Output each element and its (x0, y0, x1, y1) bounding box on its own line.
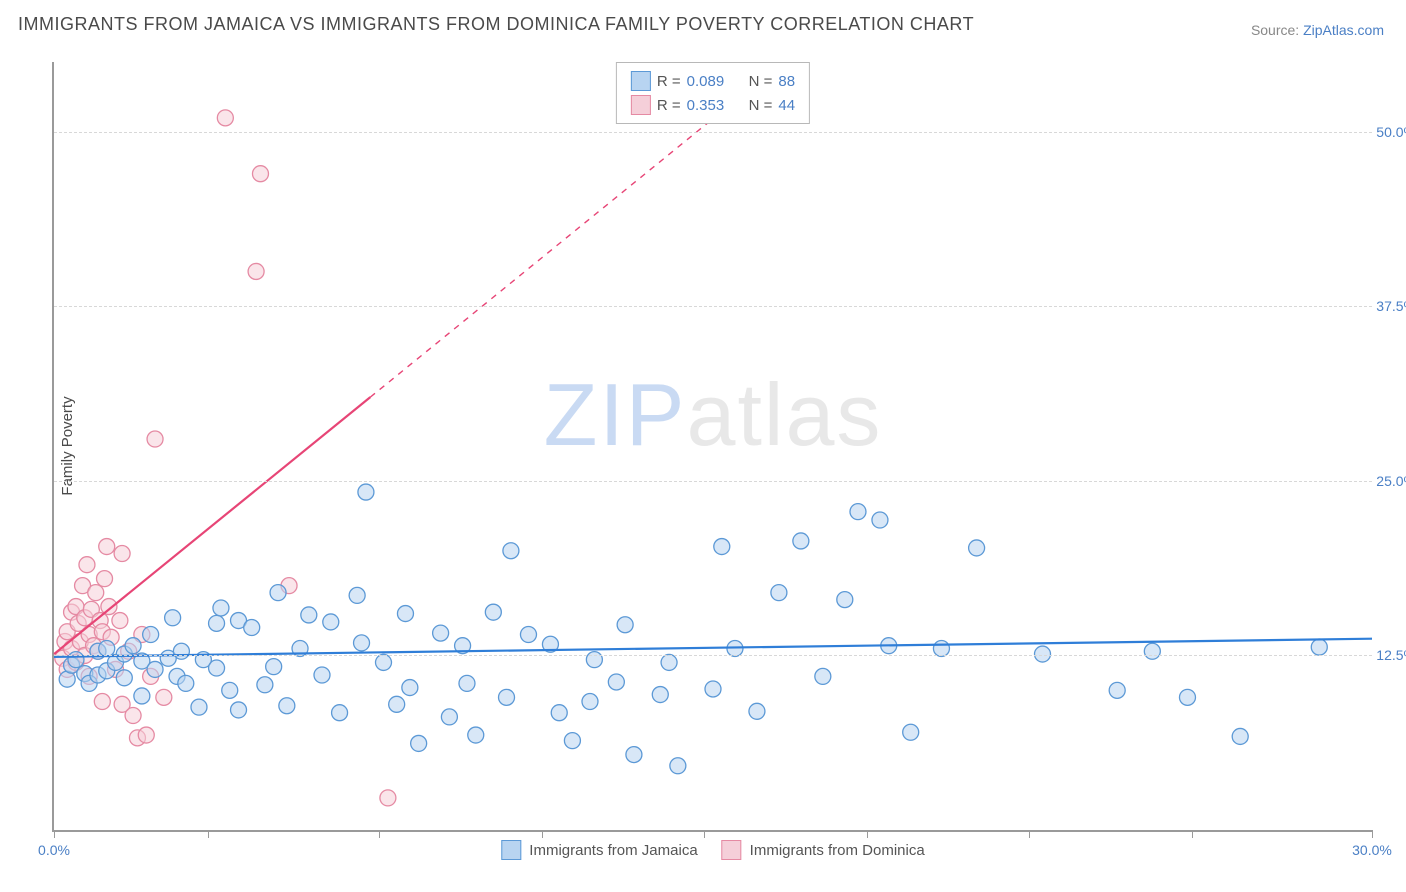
y-tick-label: 50.0% (1376, 124, 1406, 140)
x-tick (1372, 830, 1373, 838)
x-tick (208, 830, 209, 838)
legend-R-label: R = (657, 97, 681, 114)
gridline-h (54, 655, 1372, 656)
legend-N-label: N = (749, 97, 773, 114)
series-legend: Immigrants from Jamaica Immigrants from … (501, 840, 924, 860)
gridline-h (54, 481, 1372, 482)
legend-R-dominica: 0.353 (687, 97, 743, 114)
chart-title: IMMIGRANTS FROM JAMAICA VS IMMIGRANTS FR… (18, 14, 974, 35)
legend-swatch-dominica (631, 95, 651, 115)
legend-series-jamaica: Immigrants from Jamaica (529, 842, 697, 859)
legend-R-label: R = (657, 73, 681, 90)
x-tick-label-end: 30.0% (1352, 842, 1392, 858)
legend-N-jamaica: 88 (778, 73, 795, 90)
legend-row-jamaica: R = 0.089 N = 88 (631, 69, 795, 93)
gridline-h (54, 306, 1372, 307)
x-tick-label-start: 0.0% (38, 842, 70, 858)
x-tick (1192, 830, 1193, 838)
x-tick (542, 830, 543, 838)
legend-row-dominica: R = 0.353 N = 44 (631, 93, 795, 117)
legend-series-dominica: Immigrants from Dominica (750, 842, 925, 859)
x-tick (1029, 830, 1030, 838)
legend-N-dominica: 44 (778, 97, 795, 114)
chart-svg-layer (54, 62, 1372, 830)
x-tick (867, 830, 868, 838)
x-tick (704, 830, 705, 838)
legend-item-jamaica: Immigrants from Jamaica (501, 840, 697, 860)
legend-swatch-dominica-bottom (722, 840, 742, 860)
x-tick (379, 830, 380, 838)
y-tick-label: 25.0% (1376, 473, 1406, 489)
legend-N-label: N = (749, 73, 773, 90)
source-attribution: Source: ZipAtlas.com (1251, 22, 1384, 38)
chart-plot-area: Family Poverty ZIPatlas R = 0.089 N = 88… (52, 62, 1372, 832)
gridline-h (54, 132, 1372, 133)
y-tick-label: 37.5% (1376, 298, 1406, 314)
source-link[interactable]: ZipAtlas.com (1303, 22, 1384, 38)
y-tick-label: 12.5% (1376, 647, 1406, 663)
legend-swatch-jamaica-bottom (501, 840, 521, 860)
x-tick (54, 830, 55, 838)
source-label: Source: (1251, 22, 1303, 38)
legend-R-jamaica: 0.089 (687, 73, 743, 90)
legend-swatch-jamaica (631, 71, 651, 91)
legend-item-dominica: Immigrants from Dominica (722, 840, 925, 860)
correlation-legend-box: R = 0.089 N = 88 R = 0.353 N = 44 (616, 62, 810, 124)
